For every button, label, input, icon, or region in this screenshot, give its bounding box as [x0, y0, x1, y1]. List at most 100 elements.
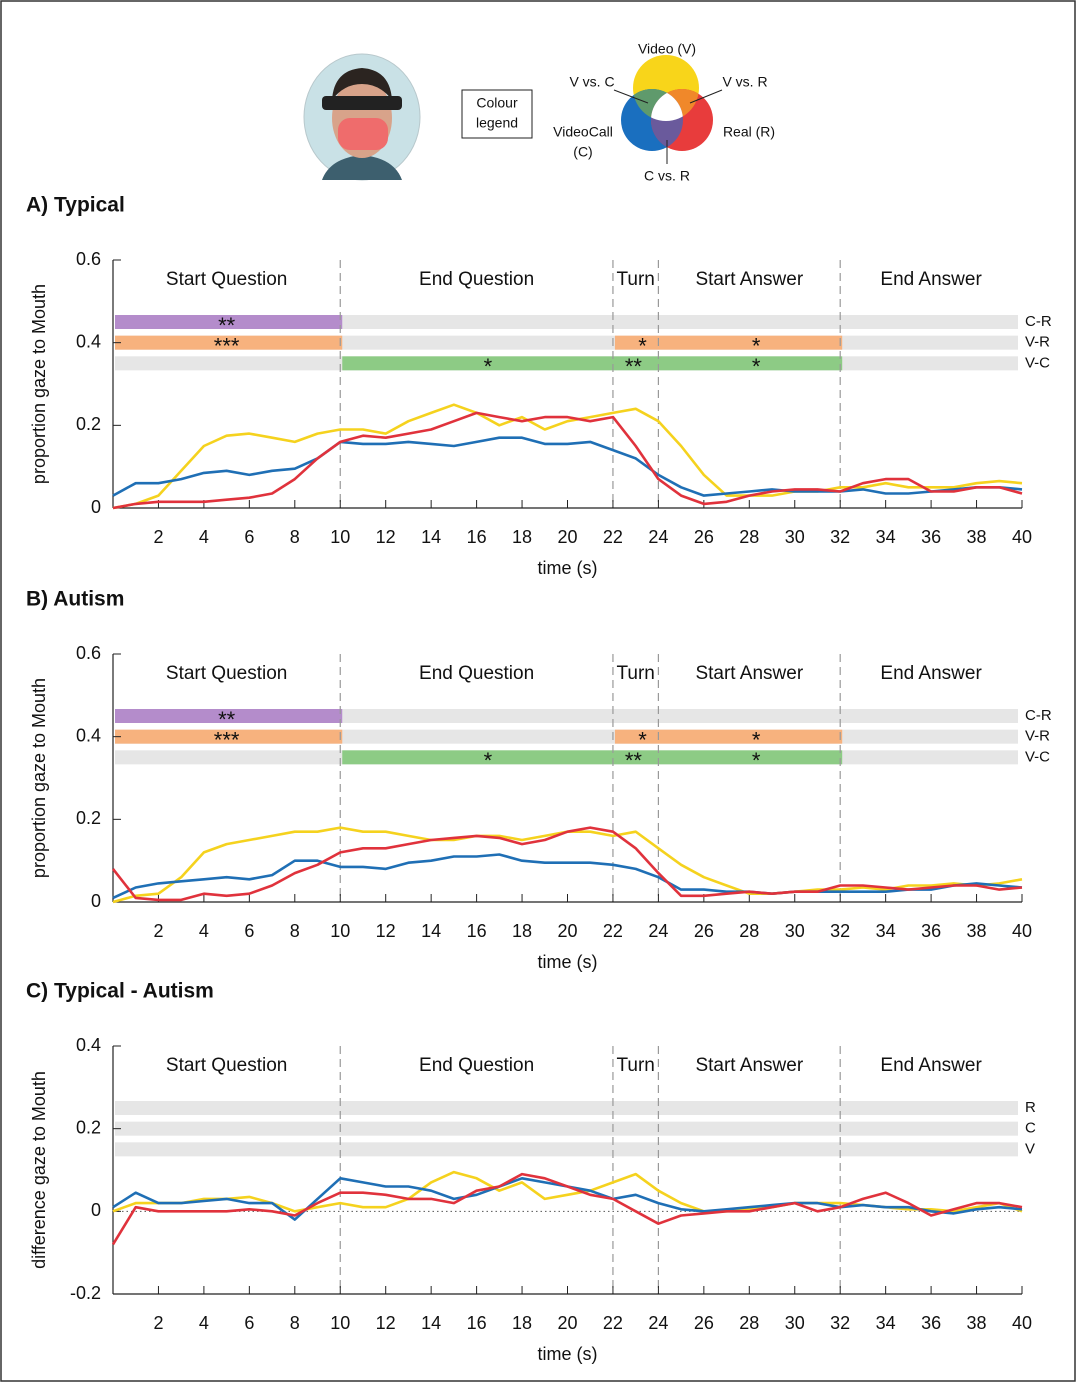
x-tick-label: 16 [467, 527, 487, 547]
data-line [113, 1178, 1022, 1219]
y-tick-label: 0 [91, 497, 101, 517]
x-tick-label: 24 [648, 921, 668, 941]
phase-label: End Answer [880, 1055, 982, 1076]
y-tick-label: 0.2 [76, 808, 101, 828]
x-tick-label: 20 [557, 1313, 577, 1333]
y-tick-label: 0.6 [76, 249, 101, 269]
phase-label: Start Answer [695, 1055, 803, 1076]
x-tick-label: 26 [694, 527, 714, 547]
x-tick-label: 32 [830, 921, 850, 941]
x-tick-label: 6 [244, 1313, 254, 1333]
sig-row-background [115, 1101, 1018, 1115]
phase-label: End Question [419, 1055, 534, 1076]
phase-label: End Question [419, 269, 534, 290]
legend-label: (C) [573, 144, 592, 160]
colour-legend: Colour legend Video (V) V vs. C V vs. R … [462, 41, 775, 184]
x-tick-label: 16 [467, 921, 487, 941]
sig-row-label: R [1025, 1099, 1036, 1116]
phase-label: End Answer [880, 663, 982, 684]
x-tick-label: 10 [330, 527, 350, 547]
x-tick-label: 18 [512, 921, 532, 941]
chart-title: C) Typical - Autism [26, 980, 214, 1003]
x-axis-label: time (s) [538, 558, 598, 578]
sig-stars: *** [214, 333, 240, 358]
data-line [113, 855, 1022, 898]
x-tick-label: 28 [739, 527, 759, 547]
y-tick-label: 0.4 [76, 331, 101, 351]
sig-row-label: V-C [1025, 748, 1050, 765]
sig-row-label: V [1025, 1140, 1035, 1157]
x-tick-label: 30 [785, 921, 805, 941]
y-tick-label: 0 [91, 891, 101, 911]
x-tick-label: 8 [290, 1313, 300, 1333]
phase-label: Turn [616, 663, 654, 684]
sig-stars: * [484, 748, 493, 773]
x-tick-label: 22 [603, 921, 623, 941]
x-tick-label: 14 [421, 527, 441, 547]
x-tick-label: 12 [376, 921, 396, 941]
x-tick-label: 30 [785, 1313, 805, 1333]
x-tick-label: 14 [421, 921, 441, 941]
y-tick-label: 0.4 [76, 725, 101, 745]
figure: Colour legend Video (V) V vs. C V vs. R … [0, 0, 1076, 1382]
phase-label: Start Answer [695, 269, 803, 290]
legend-label: Video (V) [638, 41, 696, 57]
sig-stars: * [752, 354, 761, 379]
x-tick-label: 24 [648, 1313, 668, 1333]
x-tick-label: 24 [648, 527, 668, 547]
x-tick-label: 8 [290, 921, 300, 941]
sig-row-label: V-R [1025, 334, 1050, 351]
y-tick-label: 0.6 [76, 643, 101, 663]
x-tick-label: 26 [694, 1313, 714, 1333]
legend-title: legend [476, 115, 518, 131]
x-tick-label: 38 [967, 527, 987, 547]
sig-row-label: C [1025, 1120, 1036, 1137]
x-tick-label: 34 [876, 1313, 896, 1333]
legend-label: VideoCall [553, 124, 613, 140]
x-tick-label: 40 [1012, 1313, 1032, 1333]
x-tick-label: 8 [290, 527, 300, 547]
frame [1, 1, 1075, 1381]
sig-segment [615, 336, 842, 350]
x-tick-label: 6 [244, 527, 254, 547]
x-tick-label: 10 [330, 921, 350, 941]
x-tick-label: 28 [739, 1313, 759, 1333]
y-axis-label: proportion gaze to Mouth [29, 284, 49, 484]
x-tick-label: 36 [921, 1313, 941, 1333]
legend-label: V vs. C [569, 74, 614, 90]
phase-label: Start Answer [695, 663, 803, 684]
x-tick-label: 6 [244, 921, 254, 941]
phase-label: Turn [616, 1055, 654, 1076]
x-tick-label: 30 [785, 527, 805, 547]
sig-row-background [115, 1122, 1018, 1136]
x-tick-label: 18 [512, 527, 532, 547]
x-tick-label: 22 [603, 1313, 623, 1333]
x-tick-label: 36 [921, 527, 941, 547]
phase-label: End Question [419, 663, 534, 684]
sig-row-label: V-C [1025, 354, 1050, 371]
x-tick-label: 34 [876, 527, 896, 547]
sig-row-label: C-R [1025, 707, 1052, 724]
x-tick-label: 36 [921, 921, 941, 941]
legend-label: V vs. R [722, 74, 767, 90]
phase-label: Start Question [166, 269, 287, 290]
y-tick-label: -0.2 [70, 1283, 101, 1303]
x-tick-label: 28 [739, 921, 759, 941]
photo [304, 54, 420, 180]
legend-title: Colour [476, 95, 518, 111]
sig-segment [342, 750, 842, 764]
sig-segment [342, 356, 842, 370]
x-tick-label: 20 [557, 921, 577, 941]
x-tick-label: 38 [967, 921, 987, 941]
x-axis-label: time (s) [538, 952, 598, 972]
x-tick-label: 4 [199, 527, 209, 547]
phase-label: Turn [616, 269, 654, 290]
x-tick-label: 4 [199, 921, 209, 941]
chart-title: A) Typical [26, 194, 125, 217]
sig-stars: ** [625, 748, 643, 773]
x-tick-label: 32 [830, 527, 850, 547]
legend-label: C vs. R [644, 168, 690, 184]
sig-stars: * [752, 748, 761, 773]
y-tick-label: 0.4 [76, 1035, 101, 1055]
sig-row-label: C-R [1025, 313, 1052, 330]
